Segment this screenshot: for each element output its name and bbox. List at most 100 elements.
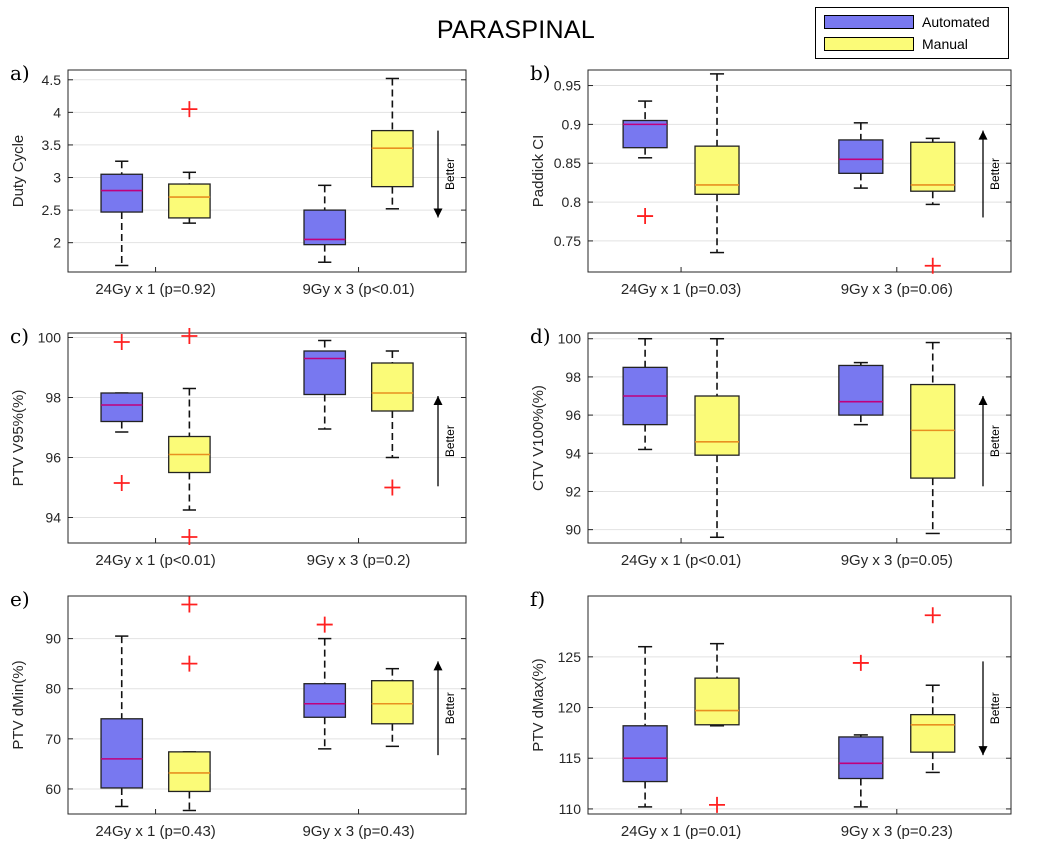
y-tick-label: 0.85 bbox=[554, 155, 581, 171]
box-manual-1 bbox=[371, 350, 414, 496]
box-body bbox=[168, 751, 211, 793]
box-body bbox=[694, 145, 740, 195]
y-tick-label: 0.75 bbox=[554, 233, 581, 249]
outlier-marker bbox=[181, 655, 198, 672]
box-automated-1 bbox=[303, 184, 347, 263]
panel-letter: b) bbox=[530, 61, 551, 85]
y-tick-label: 94 bbox=[565, 445, 581, 461]
y-axis-label: Duty Cycle bbox=[10, 135, 27, 208]
box-automated-1 bbox=[838, 654, 884, 808]
better-arrow: Better bbox=[978, 396, 1002, 487]
box-automated-0 bbox=[100, 334, 144, 491]
category-label: 24Gy x 1 (p<0.01) bbox=[95, 552, 215, 569]
category-label: 24Gy x 1 (p=0.03) bbox=[621, 281, 741, 298]
panel-letter: a) bbox=[10, 61, 30, 85]
y-tick-label: 96 bbox=[565, 407, 581, 423]
y-tick-label: 3 bbox=[53, 170, 61, 186]
chart-panel-5: 110 115 120 125 PTV dMax(%) f) 24Gy x 1 (p=0.0… bbox=[530, 587, 1012, 840]
box-body bbox=[371, 680, 414, 725]
y-axis-label: CTV V100%(%) bbox=[530, 385, 547, 491]
better-label: Better bbox=[443, 692, 457, 724]
outlier-marker bbox=[181, 529, 198, 545]
box-manual-0 bbox=[694, 73, 740, 254]
y-axis-label: PTV V95%(%) bbox=[10, 390, 27, 487]
y-tick-label: 100 bbox=[558, 331, 582, 347]
box-body bbox=[622, 725, 668, 783]
outlier-marker bbox=[384, 479, 401, 496]
box-automated-0 bbox=[622, 645, 668, 808]
better-label: Better bbox=[988, 425, 1002, 457]
outlier-marker bbox=[924, 257, 941, 274]
y-tick-label: 100 bbox=[38, 330, 62, 346]
box-manual-1 bbox=[910, 341, 956, 535]
box-body bbox=[910, 713, 956, 753]
box-body bbox=[910, 141, 956, 192]
better-arrow-head bbox=[433, 661, 443, 671]
better-arrow: Better bbox=[433, 130, 457, 218]
better-arrow: Better bbox=[978, 130, 1002, 218]
y-tick-label: 90 bbox=[565, 522, 581, 538]
outlier-marker bbox=[181, 328, 198, 344]
box-body bbox=[303, 683, 347, 718]
better-label: Better bbox=[988, 692, 1002, 724]
panel-letter: f) bbox=[530, 587, 545, 611]
box-body bbox=[168, 183, 211, 219]
chart-panel-3: 90 92 94 96 98 100 CTV V100%(%) d) 24Gy x 1 (p<0… bbox=[530, 324, 1012, 569]
chart-panel-1: 0.75 0.8 0.85 0.9 0.95 Paddick CI b) 24Gy x 1 (… bbox=[530, 61, 1012, 298]
category-label: 9Gy x 3 (p=0.05) bbox=[841, 552, 953, 569]
axes-frame bbox=[587, 69, 1012, 273]
category-label: 9Gy x 3 (p=0.2) bbox=[307, 552, 411, 569]
chart-panel-4: 60 70 80 90 PTV dMin(%) e) 24Gy x 1 (p=0.43) 9G… bbox=[10, 587, 467, 840]
box-automated-0 bbox=[100, 160, 144, 267]
better-arrow-head bbox=[978, 130, 988, 140]
better-label: Better bbox=[988, 158, 1002, 190]
box-automated-1 bbox=[303, 616, 347, 750]
axes-frame bbox=[67, 69, 467, 273]
outlier-marker bbox=[637, 208, 654, 225]
y-tick-label: 115 bbox=[559, 750, 582, 766]
y-tick-label: 2 bbox=[53, 235, 61, 251]
legend-item-manual: Manual bbox=[824, 36, 968, 52]
category-label: 24Gy x 1 (p<0.01) bbox=[621, 552, 741, 569]
y-tick-label: 120 bbox=[558, 700, 582, 716]
box-body bbox=[100, 173, 144, 213]
better-arrow: Better bbox=[433, 661, 457, 756]
box-manual-0 bbox=[694, 337, 740, 539]
box-manual-0 bbox=[168, 101, 211, 224]
better-arrow-head bbox=[978, 396, 988, 405]
y-tick-label: 80 bbox=[45, 681, 61, 697]
figure-title: PARASPINAL bbox=[436, 16, 596, 44]
axes-frame bbox=[67, 332, 467, 544]
y-tick-label: 4.5 bbox=[42, 72, 62, 88]
box-manual-0 bbox=[168, 328, 211, 545]
y-tick-label: 110 bbox=[559, 801, 582, 817]
box-body bbox=[303, 350, 347, 396]
legend-label-manual: Manual bbox=[922, 36, 968, 52]
y-tick-label: 90 bbox=[45, 631, 61, 647]
y-tick-label: 0.9 bbox=[562, 116, 582, 132]
better-label: Better bbox=[443, 158, 457, 190]
y-tick-label: 60 bbox=[45, 781, 61, 797]
category-label: 9Gy x 3 (p=0.06) bbox=[841, 281, 953, 298]
legend-swatch-automated bbox=[824, 15, 914, 29]
y-axis-label: PTV dMax(%) bbox=[530, 658, 547, 751]
outlier-marker bbox=[924, 607, 941, 624]
outlier-marker bbox=[113, 475, 130, 491]
y-axis-label: Paddick CI bbox=[530, 135, 547, 208]
y-tick-label: 125 bbox=[558, 649, 582, 665]
better-arrow: Better bbox=[978, 661, 1002, 756]
box-automated-1 bbox=[303, 339, 347, 430]
category-label: 24Gy x 1 (p=0.01) bbox=[621, 823, 741, 840]
panel-letter: c) bbox=[10, 324, 29, 348]
box-automated-0 bbox=[100, 635, 144, 808]
box-body bbox=[694, 677, 740, 726]
category-label: 9Gy x 3 (p<0.01) bbox=[302, 281, 414, 298]
box-body bbox=[694, 395, 740, 456]
better-label: Better bbox=[443, 425, 457, 457]
better-arrow-head bbox=[433, 396, 443, 405]
chart-panel-0: 2 2.5 3 3.5 4 4.5 Duty Cycle a) 24Gy x 1 (p=0.92… bbox=[10, 61, 467, 298]
panel-letter: e) bbox=[10, 587, 30, 611]
box-manual-1 bbox=[371, 667, 414, 748]
y-tick-label: 0.8 bbox=[562, 194, 582, 210]
legend-swatch-manual bbox=[824, 37, 914, 51]
